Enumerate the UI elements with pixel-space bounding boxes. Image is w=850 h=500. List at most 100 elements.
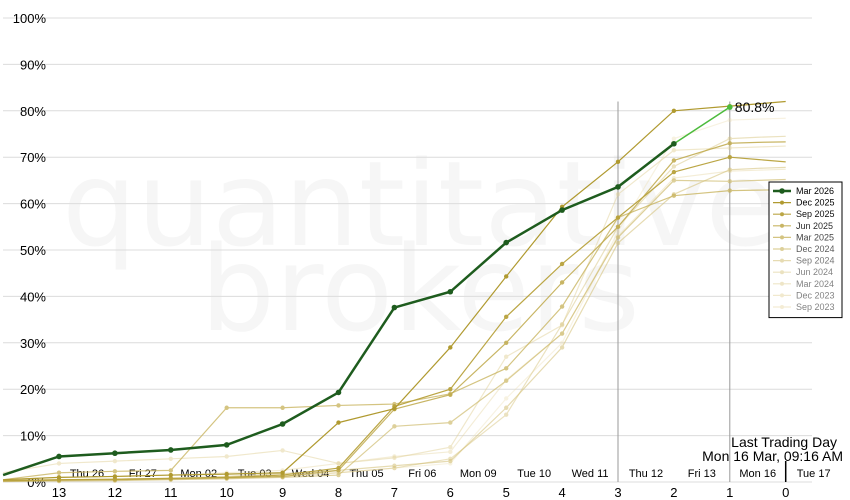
data-point <box>336 461 341 466</box>
data-point <box>392 455 397 461</box>
data-point <box>168 468 173 473</box>
legend-marker <box>780 258 784 263</box>
data-point <box>280 448 285 453</box>
last-trading-day-annotation: Last Trading Day Mon 16 Mar, 09:16 AM <box>702 434 843 482</box>
y-tick-label: 90% <box>20 57 46 72</box>
data-point <box>56 475 62 480</box>
data-point <box>392 454 397 459</box>
data-point <box>448 392 453 397</box>
legend-item: Jun 2024 <box>773 267 833 277</box>
data-point <box>392 463 397 468</box>
data-point <box>56 453 62 460</box>
legend-marker <box>780 270 784 275</box>
day-label: Wed 11 <box>572 468 609 480</box>
y-tick-label: 70% <box>20 150 46 165</box>
data-point <box>504 396 509 401</box>
data-point <box>559 207 565 213</box>
data-point <box>615 235 621 240</box>
legend-item: Dec 2023 <box>773 290 835 300</box>
legend-marker <box>779 188 785 194</box>
x-axis: 13 12 11 10 9 8 7 6 5 4 3 2 1 0 <box>52 485 790 500</box>
data-point <box>224 475 229 480</box>
series-mar-2026 <box>2 104 733 477</box>
data-point <box>335 389 342 396</box>
x-tick-label: 8 <box>335 485 342 500</box>
legend-label: Sep 2025 <box>796 209 835 219</box>
legend-label: Mar 2025 <box>796 232 834 242</box>
x-tick-label: 5 <box>503 485 510 500</box>
x-tick-label: 2 <box>670 485 677 500</box>
legend-marker <box>780 223 784 228</box>
legend-item: Mar 2026 <box>773 186 834 196</box>
series-line <box>3 178 786 483</box>
legend-item: Jun 2025 <box>773 221 833 231</box>
x-tick-label: 0 <box>782 485 789 500</box>
legend-marker <box>780 281 784 286</box>
legend-label: Sep 2023 <box>796 302 835 312</box>
gridlines <box>3 17 812 483</box>
legend-label: Jun 2025 <box>796 221 833 231</box>
data-point <box>336 420 341 425</box>
series-line <box>3 156 786 482</box>
legend-label: Mar 2026 <box>796 186 834 196</box>
last-trading-day-time: Mon 16 Mar, 09:16 AM <box>702 448 843 464</box>
legend-item: Dec 2024 <box>773 244 835 254</box>
data-point <box>671 178 677 183</box>
day-label: Fri 06 <box>408 468 436 480</box>
data-point <box>504 314 509 320</box>
x-tick-label: 7 <box>391 485 398 500</box>
legend-item: Mar 2025 <box>773 232 834 242</box>
legend-label: Sep 2024 <box>796 256 835 266</box>
series-line-latest <box>673 106 731 145</box>
reference-lines <box>617 101 731 482</box>
legend-label: Dec 2025 <box>796 198 835 208</box>
data-point <box>504 412 509 417</box>
data-point <box>168 447 174 453</box>
data-point <box>448 420 453 425</box>
legend-item: Dec 2025 <box>773 198 835 208</box>
data-point <box>727 167 732 172</box>
data-point <box>448 387 453 392</box>
legend-item: Sep 2024 <box>773 256 835 266</box>
data-point <box>224 471 229 477</box>
data-point <box>56 470 62 475</box>
data-point <box>671 148 677 153</box>
data-point <box>280 470 285 475</box>
x-tick-label: 4 <box>558 485 565 500</box>
legend-marker <box>780 235 784 240</box>
end-value-label: 80.8% <box>735 99 775 115</box>
data-point <box>223 442 230 448</box>
legend-item: Sep 2023 <box>773 302 835 312</box>
data-point <box>615 159 621 165</box>
day-label: Tue 17 <box>797 468 831 480</box>
data-point <box>671 136 677 141</box>
data-point <box>504 354 509 359</box>
legend-label: Dec 2023 <box>796 290 835 300</box>
legend-marker <box>780 200 784 205</box>
legend-label: Jun 2024 <box>796 267 833 277</box>
data-point <box>559 340 565 345</box>
x-tick-label: 6 <box>447 485 454 500</box>
data-point <box>448 345 453 350</box>
data-point <box>112 450 118 457</box>
data-point <box>615 215 621 220</box>
data-point <box>168 476 173 481</box>
data-point <box>671 108 677 114</box>
data-point <box>224 405 229 410</box>
data-point <box>447 288 454 295</box>
data-point <box>392 406 397 411</box>
data-point <box>559 280 565 285</box>
legend-marker <box>780 247 784 251</box>
data-point <box>504 378 509 384</box>
data-point <box>727 117 732 123</box>
data-point <box>391 304 398 311</box>
data-point <box>559 322 565 327</box>
y-tick-label: 20% <box>20 382 46 397</box>
series-line <box>3 145 786 474</box>
data-point <box>504 405 509 410</box>
legend-label: Mar 2024 <box>796 279 834 289</box>
series-mar-2024 <box>3 145 786 474</box>
x-tick-label: 12 <box>108 485 122 500</box>
